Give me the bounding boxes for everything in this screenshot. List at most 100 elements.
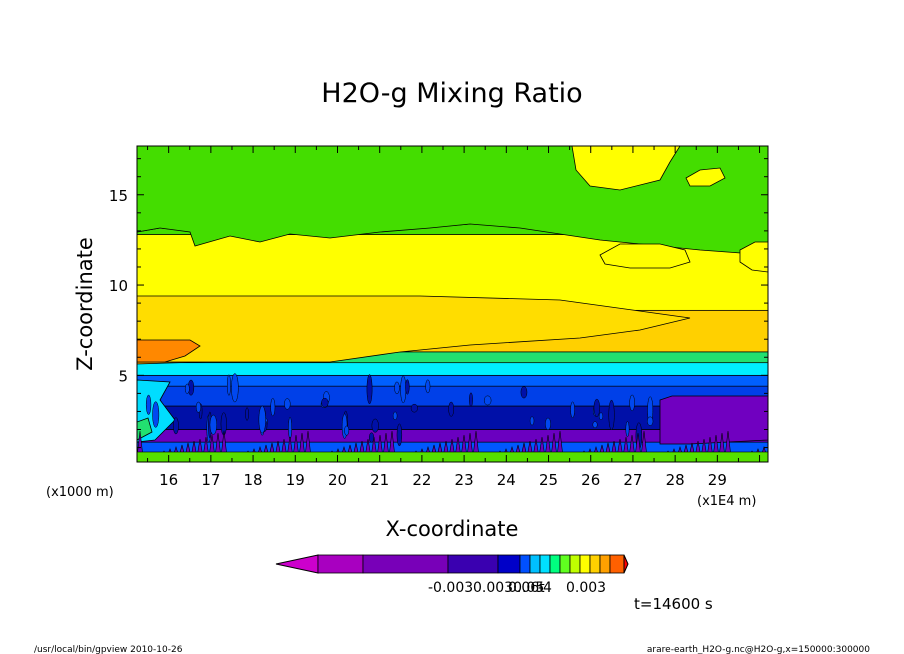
x-tick-label: 29 xyxy=(708,471,727,489)
streak-13 xyxy=(570,401,575,419)
orange-left-blob xyxy=(137,339,201,363)
streak-31 xyxy=(448,401,455,417)
colorbar-label: 0.003 xyxy=(566,580,606,596)
x-tick-label: 20 xyxy=(328,471,347,489)
streak-28 xyxy=(371,418,379,433)
streak-52 xyxy=(209,414,218,435)
streak-35 xyxy=(608,399,615,431)
streak-34 xyxy=(593,398,600,417)
streak-54 xyxy=(545,417,551,431)
streak-39 xyxy=(647,416,654,426)
streak-32 xyxy=(410,403,418,413)
streak-12 xyxy=(629,394,635,412)
streak-14 xyxy=(520,386,528,399)
streak-10 xyxy=(529,416,535,426)
streak-53 xyxy=(321,397,329,408)
yellow-right-lobe-2 xyxy=(739,241,768,273)
streak-49 xyxy=(284,398,291,410)
x-tick-label: 25 xyxy=(539,471,558,489)
colorbar-cell xyxy=(519,554,531,574)
streak-33 xyxy=(396,423,403,447)
colorbar-cell xyxy=(549,554,561,574)
y-axis-unit: (x1000 m) xyxy=(46,485,114,500)
colorbar-cell xyxy=(362,554,449,574)
streak-41 xyxy=(405,379,410,395)
colorbar-cell xyxy=(497,554,521,574)
green-left-sliver xyxy=(137,417,153,441)
colorbar-cell xyxy=(317,554,364,574)
colorbar-cell xyxy=(529,554,541,574)
footer-right: arare-earth_H2O-g.nc@H2O-g,x=150000:3000… xyxy=(647,645,870,654)
colorbar-cell xyxy=(599,554,611,574)
violet-right-block xyxy=(659,395,768,445)
x-tick-label: 27 xyxy=(623,471,642,489)
colorbar-cell xyxy=(589,554,601,574)
y-tick-label: 15 xyxy=(109,187,128,205)
x-tick-label: 28 xyxy=(666,471,685,489)
x-axis: 16 17 18 19 20 21 22 23 24 25 26 27 28 29 xyxy=(147,146,761,489)
x-tick-label: 23 xyxy=(455,471,474,489)
x-tick-label: 22 xyxy=(412,471,431,489)
colorbar-cell xyxy=(539,554,551,574)
streak-50 xyxy=(258,405,266,434)
yellow-top-right-2 xyxy=(685,167,726,187)
streak-43 xyxy=(344,425,350,436)
streak-18 xyxy=(145,394,152,415)
chart-title: H2O-g Mixing Ratio xyxy=(321,78,582,109)
contour-features xyxy=(137,146,768,445)
streak-44 xyxy=(598,412,604,421)
streak-23 xyxy=(152,401,160,428)
time-label: t=14600 s xyxy=(634,595,713,613)
colorbar-cell xyxy=(447,554,499,574)
streak-1 xyxy=(400,375,407,404)
bottom-green-strip xyxy=(137,451,768,462)
x-axis-label: X-coordinate xyxy=(386,517,519,541)
colorbar-label: -4 xyxy=(538,580,552,596)
streak-40 xyxy=(245,407,249,421)
streak-47 xyxy=(195,401,202,413)
colorbar-cell xyxy=(579,554,591,574)
x-axis-unit: (x1E4 m) xyxy=(697,494,756,509)
streak-30 xyxy=(184,383,190,394)
y-tick-label: 5 xyxy=(118,367,128,385)
colorbar-label: -0.003 xyxy=(428,580,473,596)
x-tick-label: 24 xyxy=(497,471,516,489)
streak-16 xyxy=(425,379,431,394)
x-tick-label: 21 xyxy=(370,471,389,489)
x-tick-label: 16 xyxy=(159,471,178,489)
colorbar-label: 0.0030.05 xyxy=(473,580,544,596)
plot-frame xyxy=(136,145,769,463)
y-axis-label: Z-coordinate xyxy=(73,237,97,371)
surface-spikes xyxy=(137,430,768,462)
streak-6 xyxy=(483,395,492,406)
y-axis: 5 10 15 xyxy=(109,158,768,449)
x-tick-label: 18 xyxy=(244,471,263,489)
yellow-right-lobe-1 xyxy=(599,243,691,269)
y-tick-label: 10 xyxy=(109,277,128,295)
streak-46 xyxy=(173,417,179,435)
colorbar: -0.003 0.0030.050.06t-4 0.003 xyxy=(275,554,629,596)
band-7 xyxy=(137,362,768,376)
x-tick-label: 19 xyxy=(286,471,305,489)
x-tick-label: 17 xyxy=(201,471,220,489)
colorbar-arrow-left xyxy=(275,554,319,574)
colorbar-cell xyxy=(609,554,625,574)
streak-4 xyxy=(231,373,239,403)
colorbar-label: 0.06t xyxy=(508,580,545,596)
streak-0 xyxy=(392,411,398,421)
streak-38 xyxy=(592,421,598,429)
x-tick-label: 26 xyxy=(581,471,600,489)
footer-left: /usr/local/bin/gpview 2010-10-26 xyxy=(34,645,183,654)
streak-29 xyxy=(469,392,473,407)
colorbar-arrow-right xyxy=(623,554,629,574)
streak-24 xyxy=(394,381,400,395)
colorbar-cell xyxy=(559,554,571,574)
colorbar-cell xyxy=(569,554,581,574)
streak-36 xyxy=(366,374,373,405)
streak-26 xyxy=(227,374,231,396)
turbulent-streaks xyxy=(145,373,654,450)
streak-45 xyxy=(270,397,276,417)
yellow-top-right-1 xyxy=(571,146,681,191)
streak-2 xyxy=(288,417,292,439)
